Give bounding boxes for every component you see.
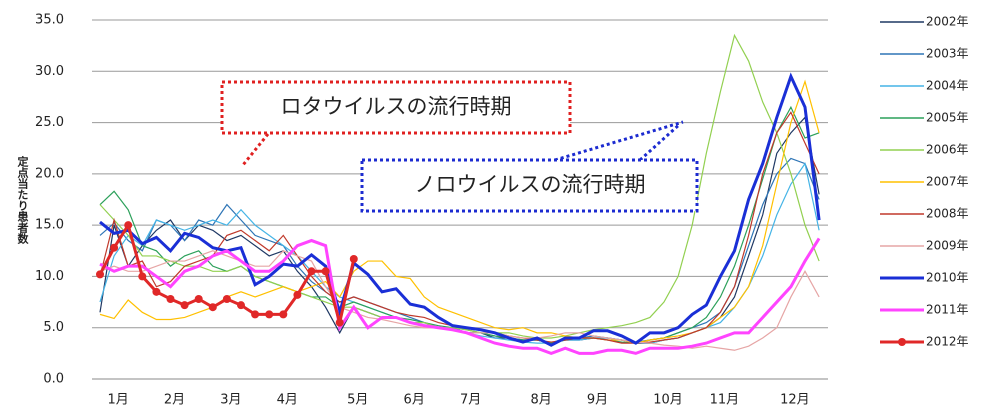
point (138, 272, 147, 281)
noro-note: ノロウイルスの流行時期 (415, 173, 646, 197)
x-tick-label: 10月 (653, 393, 683, 408)
point (124, 221, 133, 230)
point (335, 318, 344, 327)
y-tick-label: 0.0 (43, 372, 64, 387)
y-tick-label: 20.0 (35, 166, 64, 181)
y-axis-label: 定点当たり患者数 (16, 155, 30, 245)
x-tick-label: 7月 (460, 393, 481, 408)
point (265, 310, 274, 319)
point (321, 267, 330, 276)
point (194, 294, 203, 303)
noro-box (360, 158, 699, 213)
noro-arrow (638, 122, 682, 162)
y-tick-label: 10.0 (35, 269, 64, 284)
point (166, 294, 175, 303)
point (96, 270, 104, 279)
legend-label: 2008年 (926, 207, 969, 221)
point (251, 310, 260, 319)
series-line (99, 33, 820, 339)
plot: 0.0 5.0 10.0 15.0 20.0 25.0 30.0 35.0 1月 2月 3月 4月 5月… (35, 13, 828, 408)
y-tick-label: 30.0 (35, 64, 64, 79)
x-tick-label: 1月 (107, 393, 128, 408)
y-tick-label: 35.0 (35, 13, 64, 28)
point (152, 287, 161, 296)
x-tick-label: 5月 (347, 393, 368, 408)
legend-label: 2010年 (926, 271, 969, 285)
point (307, 267, 316, 276)
point (293, 290, 302, 299)
series-line (99, 237, 821, 355)
y-tick-label: 15.0 (35, 218, 64, 233)
rota-arrow (241, 133, 270, 166)
legend-label: 2004年 (926, 79, 969, 93)
y-tick-label: 25.0 (35, 115, 64, 130)
x-tick-label: 6月 (404, 393, 425, 408)
point (279, 310, 288, 319)
point (222, 294, 231, 303)
rota-box (220, 80, 572, 135)
x-tick-label: 2月 (164, 393, 185, 408)
legend-label: 2011年 (926, 303, 969, 317)
annotations: ロタウイルスの流行時期 ノロウイルスの流行時期 (220, 80, 699, 213)
legend-label: 2002年 (926, 15, 969, 29)
legend-label: 2005年 (926, 111, 969, 125)
x-tick-label: 4月 (277, 393, 298, 408)
legend: 2002年 2003年 2004年 2005年 2006年 2007年 2008年 2009年… (880, 15, 969, 349)
x-tick-label: 8月 (530, 393, 551, 408)
rota-note: ロタウイルスの流行時期 (281, 95, 512, 119)
legend-marker (898, 338, 906, 346)
point (180, 301, 189, 310)
point (237, 301, 245, 310)
x-tick-label: 11月 (710, 393, 740, 408)
series-line (99, 72, 821, 347)
x-tick-label: 9月 (587, 393, 608, 408)
x-tick-label: 3月 (220, 393, 241, 408)
y-axis-label-group: 定点当たり患者数 (16, 155, 30, 245)
y-tick-label: 5.0 (43, 320, 64, 335)
noro-arrow (554, 120, 684, 162)
legend-label: 2006年 (926, 143, 969, 157)
legend-label: 2007年 (926, 175, 969, 189)
legend-label: 2009年 (926, 239, 969, 253)
legend-label: 2003年 (926, 47, 969, 61)
legend-label: 2012年 (926, 335, 969, 349)
point (110, 243, 119, 252)
point (208, 303, 217, 312)
x-tick-label: 12月 (780, 393, 810, 408)
point (349, 254, 358, 263)
